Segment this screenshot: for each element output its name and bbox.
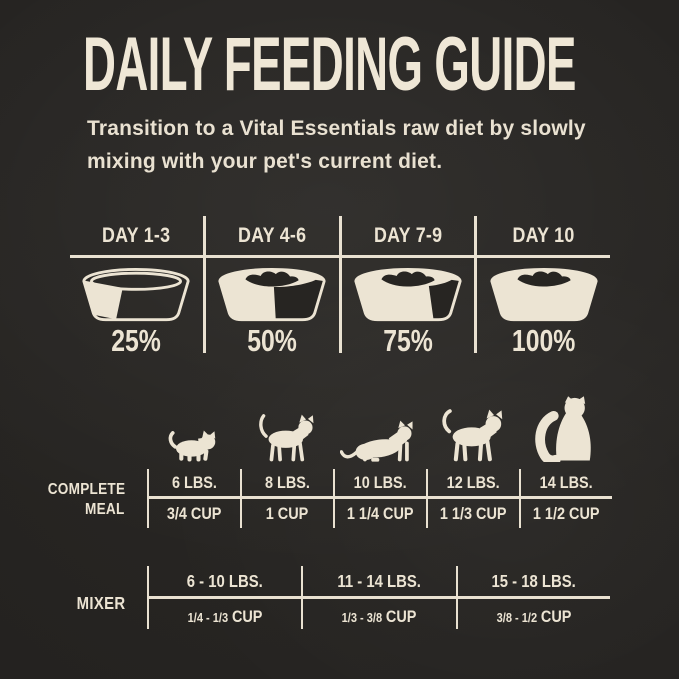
cat-icon-6lbs xyxy=(147,430,240,462)
cup-fraction-text: 1/4 - 1/3 xyxy=(187,610,229,625)
percent-text: 100% xyxy=(511,323,576,358)
divider-horizontal xyxy=(242,496,333,499)
day-header-text: DAY 7-9 xyxy=(373,223,443,247)
weight-text: 11 - 14 LBS. xyxy=(337,571,422,591)
bowl-icon-75 xyxy=(353,266,463,325)
divider-horizontal xyxy=(457,596,610,599)
divider-horizontal xyxy=(521,496,612,499)
percent-text: 50% xyxy=(247,323,297,358)
day-header: DAY 1-3 xyxy=(96,216,176,256)
day-header-text: DAY 4-6 xyxy=(237,223,307,247)
percent-label: 75% xyxy=(377,325,439,356)
cup-fraction-text: 3/8 - 1/2 xyxy=(496,610,537,625)
mixer-column-15-18lbs: 15 - 18 LBS. 3/8 - 1/2 CUP xyxy=(455,566,610,629)
percent-text: 25% xyxy=(111,323,162,358)
cup-label: 3/4 CUP xyxy=(162,504,226,524)
cup-label: 1 1/3 CUP xyxy=(434,504,512,524)
cup-text: 3/4 CUP xyxy=(167,504,222,523)
cat-icon-12lbs xyxy=(426,409,519,462)
cat-icon-10lbs xyxy=(333,420,426,462)
day-header-text: DAY 1-3 xyxy=(102,223,171,247)
bowl-icon-25 xyxy=(81,266,191,325)
cup-unit-text: CUP xyxy=(386,607,417,626)
transition-column-day1-3: DAY 1-3 25% xyxy=(70,216,203,356)
day-header-text: DAY 10 xyxy=(512,223,575,247)
weight-label: 15 - 18 LBS. xyxy=(484,566,583,597)
percent-label: 100% xyxy=(504,325,583,356)
meal-column-10lbs: 10 LBS. 1 1/4 CUP xyxy=(333,469,426,528)
weight-text: 12 LBS. xyxy=(446,473,500,492)
cup-label: 1 1/4 CUP xyxy=(341,504,419,524)
complete-meal-label: COMPLETE MEAL xyxy=(28,480,125,521)
transition-column-day7-9: DAY 7-9 75% xyxy=(338,216,475,356)
meal-column-8lbs: 8 LBS. 1 CUP xyxy=(240,469,333,528)
complete-meal-label-line1: COMPLETE xyxy=(47,481,125,498)
transition-table: DAY 1-3 25% DAY 4-6 xyxy=(70,216,610,356)
weight-label: 12 LBS. xyxy=(442,469,504,497)
weight-text: 6 LBS. xyxy=(172,473,217,492)
day-header: DAY 10 xyxy=(507,216,580,256)
cat-icon-14lbs xyxy=(519,396,612,462)
weight-label: 8 LBS. xyxy=(261,469,314,497)
weight-label: 14 LBS. xyxy=(535,469,597,497)
page-subtitle: Transition to a Vital Essentials raw die… xyxy=(87,117,586,174)
meal-column-6lbs: 6 LBS. 3/4 CUP xyxy=(147,469,240,528)
weight-label: 6 - 10 LBS. xyxy=(180,566,269,597)
transition-column-day10: DAY 10 100% xyxy=(474,216,610,356)
cup-text: 1 CUP xyxy=(266,504,309,523)
cup-fraction-text: 1/3 - 3/8 xyxy=(342,610,383,625)
complete-meal-label-line2: MEAL xyxy=(85,501,125,519)
percent-text: 75% xyxy=(383,323,433,358)
weight-text: 10 LBS. xyxy=(353,473,407,492)
weight-label: 6 LBS. xyxy=(168,469,221,497)
cup-unit-text: CUP xyxy=(232,607,263,626)
mixer-column-11-14lbs: 11 - 14 LBS. 1/3 - 3/8 CUP xyxy=(301,566,456,629)
page-title-text: DAILY FEEDING GUIDE xyxy=(83,22,576,107)
mixer-label: MIXER xyxy=(28,593,125,614)
mixer-table: 6 - 10 LBS. 1/4 - 1/3 CUP 11 - 14 LBS. 1… xyxy=(147,566,610,629)
percent-label: 25% xyxy=(105,325,167,356)
cup-text: 1 1/3 CUP xyxy=(440,504,507,523)
cup-label: 3/8 - 1/2 CUP xyxy=(490,607,578,627)
cup-text: 1 1/2 CUP xyxy=(533,504,600,523)
cat-size-row xyxy=(147,388,612,462)
meal-column-12lbs: 12 LBS. 1 1/3 CUP xyxy=(426,469,519,528)
cat-icon-8lbs xyxy=(240,414,333,462)
cup-label: 1 CUP xyxy=(262,504,312,524)
transition-column-day4-6: DAY 4-6 50% xyxy=(202,216,339,356)
meal-column-14lbs: 14 LBS. 1 1/2 CUP xyxy=(519,469,612,528)
mixer-label-text: MIXER xyxy=(76,593,125,613)
mixer-column-6-10lbs: 6 - 10 LBS. 1/4 - 1/3 CUP xyxy=(147,566,302,629)
bowl-icon-100 xyxy=(489,266,599,325)
weight-text: 8 LBS. xyxy=(265,473,310,492)
weight-text: 14 LBS. xyxy=(539,473,593,492)
weight-label: 11 - 14 LBS. xyxy=(330,566,428,597)
cup-label: 1/4 - 1/3 CUP xyxy=(181,607,269,627)
divider-horizontal xyxy=(149,496,240,499)
weight-text: 15 - 18 LBS. xyxy=(491,571,576,591)
cup-label: 1/3 - 3/8 CUP xyxy=(335,607,423,627)
complete-meal-table: 6 LBS. 3/4 CUP 8 LBS. 1 CUP 10 LBS. 1 1/… xyxy=(147,469,612,528)
page-title: DAILY FEEDING GUIDE xyxy=(83,27,679,103)
cup-label: 1 1/2 CUP xyxy=(527,504,605,524)
cup-text: 1 1/4 CUP xyxy=(347,504,414,523)
weight-text: 6 - 10 LBS. xyxy=(187,571,264,591)
divider-horizontal xyxy=(149,596,302,599)
day-header: DAY 7-9 xyxy=(368,216,448,256)
bowl-icon-50 xyxy=(217,266,327,325)
divider-horizontal xyxy=(303,596,456,599)
cup-unit-text: CUP xyxy=(540,607,572,626)
day-header: DAY 4-6 xyxy=(232,216,312,256)
divider-horizontal xyxy=(428,496,519,499)
weight-label: 10 LBS. xyxy=(349,469,411,497)
percent-label: 50% xyxy=(241,325,303,356)
divider-horizontal xyxy=(335,496,426,499)
